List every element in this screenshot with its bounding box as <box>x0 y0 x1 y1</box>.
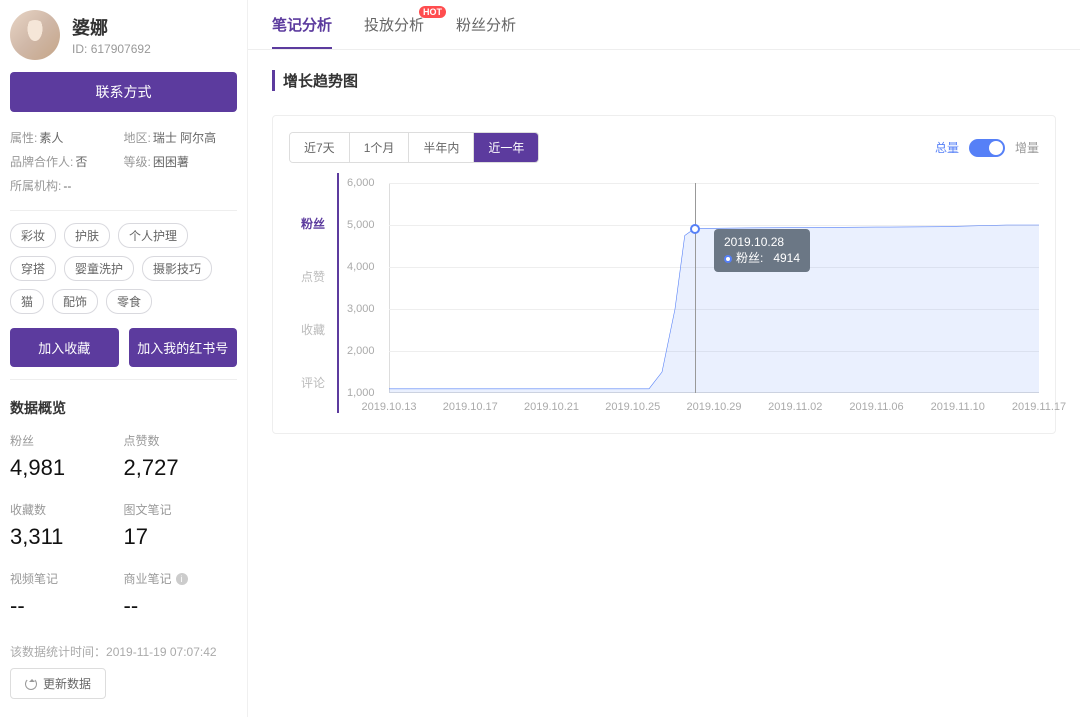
stats-grid: 粉丝4,981点赞数2,727收藏数3,311图文笔记17视频笔记--商业笔记i… <box>10 432 237 639</box>
metric-tab[interactable]: 粉丝 <box>289 197 337 250</box>
range-button[interactable]: 1个月 <box>350 133 410 162</box>
info-icon[interactable]: i <box>176 573 188 585</box>
chart-card: 近7天1个月半年内近一年 总量 增量 粉丝点赞收藏评论 2019.10.28粉丝… <box>272 115 1056 434</box>
stat-item: 图文笔记17 <box>124 501 238 550</box>
stats-timestamp: 该数据统计时间：2019-11-19 07:07:42 <box>10 643 237 660</box>
refresh-button[interactable]: 更新数据 <box>10 668 106 699</box>
tag[interactable]: 猫 <box>10 289 44 314</box>
tag[interactable]: 穿搭 <box>10 256 56 281</box>
x-axis-label: 2019.11.06 <box>849 401 903 413</box>
main-tab[interactable]: 粉丝分析 <box>456 14 516 49</box>
profile-attributes: 属性:素人 地区:瑞士 阿尔高 品牌合作人:否 等级:困困薯 所属机构:-- <box>10 126 237 198</box>
tag[interactable]: 护肤 <box>64 223 110 248</box>
toggle-left-label[interactable]: 总量 <box>935 139 959 156</box>
sidebar: 婆娜 ID: 617907692 联系方式 属性:素人 地区:瑞士 阿尔高 品牌… <box>0 0 248 717</box>
range-button[interactable]: 近一年 <box>474 133 538 162</box>
x-axis-label: 2019.10.13 <box>361 401 416 413</box>
toggle-right-label[interactable]: 增量 <box>1015 139 1039 156</box>
tag[interactable]: 婴童洗护 <box>64 256 134 281</box>
tag[interactable]: 摄影技巧 <box>142 256 212 281</box>
chart-tooltip: 2019.10.28粉丝: 4914 <box>714 229 810 272</box>
refresh-icon <box>25 678 37 690</box>
y-axis-label: 3,000 <box>347 303 375 315</box>
x-axis-label: 2019.11.02 <box>768 401 822 413</box>
add-redbook-button[interactable]: 加入我的红书号 <box>129 328 238 367</box>
x-axis-label: 2019.11.17 <box>1012 401 1066 413</box>
tag[interactable]: 彩妆 <box>10 223 56 248</box>
chart-plot: 2019.10.28粉丝: 4914 <box>389 183 1039 393</box>
chart-marker <box>690 224 700 234</box>
total-delta-toggle: 总量 增量 <box>935 139 1039 157</box>
tag[interactable]: 个人护理 <box>118 223 188 248</box>
profile-header: 婆娜 ID: 617907692 <box>10 10 237 72</box>
metric-tab[interactable]: 收藏 <box>289 303 337 356</box>
chart-area[interactable]: 2019.10.28粉丝: 4914 6,000 5,000 4,000 3,000 2… <box>339 173 1039 413</box>
main-tab[interactable]: 投放分析HOT <box>364 14 424 49</box>
main-content: 笔记分析投放分析HOT 粉丝分析 增长趋势图 近7天1个月半年内近一年 总量 增量… <box>248 0 1080 717</box>
y-axis-label: 6,000 <box>347 177 375 189</box>
main-tabs: 笔记分析投放分析HOT 粉丝分析 <box>248 0 1080 50</box>
y-axis-label: 4,000 <box>347 261 375 273</box>
metric-tab[interactable]: 评论 <box>289 356 337 409</box>
stat-item: 粉丝4,981 <box>10 432 124 481</box>
x-axis-label: 2019.10.25 <box>605 401 660 413</box>
avatar[interactable] <box>10 10 60 60</box>
stat-item: 视频笔记-- <box>10 570 124 619</box>
range-buttons: 近7天1个月半年内近一年 <box>289 132 539 163</box>
x-axis-label: 2019.11.10 <box>931 401 985 413</box>
y-axis-label: 2,000 <box>347 345 375 357</box>
metric-tabs: 粉丝点赞收藏评论 <box>289 173 339 413</box>
range-button[interactable]: 近7天 <box>290 133 350 162</box>
stat-item: 收藏数3,311 <box>10 501 124 550</box>
metric-tab[interactable]: 点赞 <box>289 250 337 303</box>
y-axis-label: 5,000 <box>347 219 375 231</box>
stat-item: 点赞数2,727 <box>124 432 238 481</box>
tag-list: 彩妆护肤个人护理穿搭婴童洗护摄影技巧猫配饰零食 <box>10 223 237 314</box>
contact-button[interactable]: 联系方式 <box>10 72 237 112</box>
x-axis-label: 2019.10.21 <box>524 401 579 413</box>
hot-badge: HOT <box>419 6 446 18</box>
chart-title: 增长趋势图 <box>272 70 1056 91</box>
tag[interactable]: 零食 <box>106 289 152 314</box>
y-axis-label: 1,000 <box>347 387 375 399</box>
toggle-switch[interactable] <box>969 139 1005 157</box>
stat-item: 商业笔记i-- <box>124 570 238 619</box>
overview-title: 数据概览 <box>10 398 237 418</box>
chart-crosshair <box>695 183 696 393</box>
x-axis-label: 2019.10.17 <box>443 401 498 413</box>
profile-id: ID: 617907692 <box>72 42 151 56</box>
range-button[interactable]: 半年内 <box>409 133 474 162</box>
favorite-button[interactable]: 加入收藏 <box>10 328 119 367</box>
x-axis-label: 2019.10.29 <box>686 401 741 413</box>
tag[interactable]: 配饰 <box>52 289 98 314</box>
main-tab[interactable]: 笔记分析 <box>272 14 332 49</box>
profile-name: 婆娜 <box>72 14 151 40</box>
